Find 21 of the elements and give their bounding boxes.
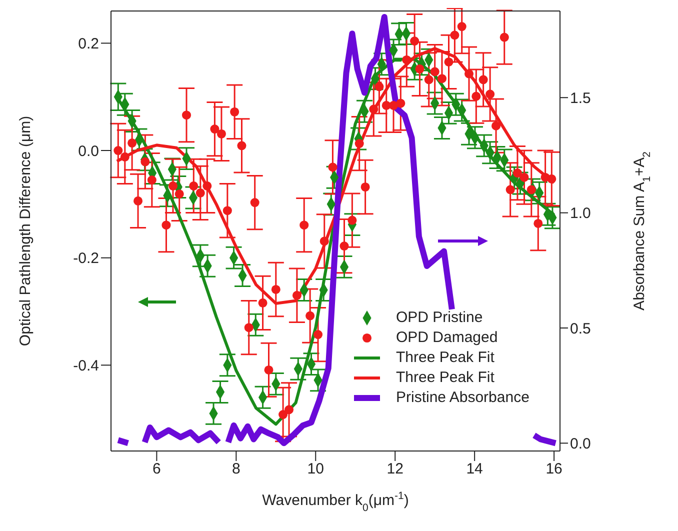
y-tick-label: -0.4 [73,357,99,374]
x-tick-label: 16 [546,460,562,478]
x-tick-label: 12 [386,460,404,478]
x-axis-title: Wavenumber k$_{0}$(μm$^{-1}$) [262,490,409,514]
legend-label: Pristine Absorbance [396,388,530,408]
y2-tick-label: 0.0 [570,435,591,452]
x-tick-label: 10 [307,460,324,478]
y2-tick-label: 1.5 [570,90,591,107]
y-tick-label: 0.2 [78,36,99,53]
y-tick-label: 0.0 [78,142,99,160]
x-tick-label: 14 [466,460,483,478]
legend-label: Three Peak Fit [396,368,494,388]
legend-label: OPD Damaged [396,328,498,348]
x-tick-label: 6 [152,460,161,478]
legend-label: OPD Pristine [396,308,483,328]
y2-tick-label: 0.5 [570,320,591,338]
legend-label: Three Peak Fit [396,348,494,368]
y-tick-label: -0.2 [73,250,99,268]
x-tick-label: 8 [232,460,240,478]
y2-tick-label: 1.0 [570,205,591,222]
y-axis-title: Optical Pathlength Difference (μm) [17,116,34,346]
